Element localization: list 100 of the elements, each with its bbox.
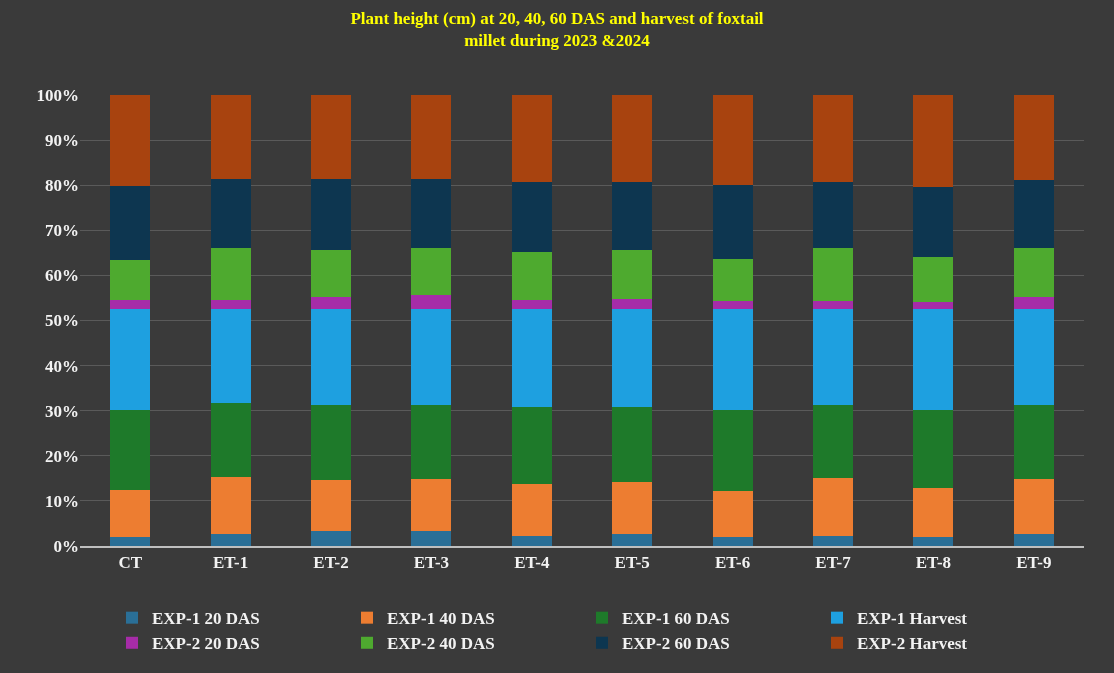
bar <box>712 537 753 546</box>
bar <box>110 536 151 546</box>
legend-label: EXP-2 Harvest <box>857 634 968 654</box>
bar <box>913 95 954 187</box>
bar <box>310 179 352 250</box>
bar <box>612 95 653 183</box>
y-tick-label: 80% <box>45 176 79 196</box>
legend-label: EXP-1 60 DAS <box>622 609 730 629</box>
bar <box>411 405 452 479</box>
bar <box>612 250 653 299</box>
bar <box>812 300 854 310</box>
bar <box>812 309 854 405</box>
bar <box>511 406 552 484</box>
bar <box>712 309 753 411</box>
x-tick-label: ET-4 <box>514 553 550 573</box>
bar <box>812 182 854 249</box>
legend-label: EXP-2 40 DAS <box>387 634 495 654</box>
x-tick-label: ET-6 <box>714 553 751 573</box>
bar <box>310 95 352 180</box>
legend-label: EXP-1 Harvest <box>857 609 968 629</box>
bar <box>110 300 151 309</box>
bar <box>712 300 753 310</box>
bar <box>411 531 452 546</box>
x-tick-label: ET-9 <box>1016 553 1052 573</box>
y-tick-label: 0% <box>53 536 79 556</box>
bar <box>511 536 552 546</box>
bar <box>712 490 753 538</box>
chart-title: Plant height (cm) at 20, 40, 60 DAS and harvest of foxtail millet during 2023 &2024 <box>350 8 764 50</box>
bar <box>812 404 854 479</box>
bar <box>511 182 552 252</box>
bar <box>712 185 753 260</box>
bar <box>210 300 251 309</box>
bar <box>913 302 954 310</box>
bar <box>913 410 954 489</box>
y-tick-label: 20% <box>45 446 79 466</box>
bar <box>612 481 653 534</box>
bar <box>1013 179 1054 249</box>
bar <box>712 259 753 301</box>
bar <box>110 308 151 410</box>
bar <box>1013 479 1054 534</box>
bar <box>411 247 452 296</box>
bar <box>310 531 352 546</box>
y-tick-label: 100% <box>36 85 79 105</box>
bar <box>411 308 452 406</box>
bar <box>511 95 552 183</box>
legend-label: EXP-1 20 DAS <box>152 609 260 629</box>
y-tick-label: 10% <box>45 491 79 511</box>
bar <box>612 309 653 407</box>
bar <box>411 95 452 180</box>
bar <box>812 536 854 546</box>
bar <box>913 537 954 546</box>
bar <box>712 410 753 491</box>
bar <box>712 95 753 186</box>
bar <box>1013 248 1054 297</box>
bar <box>612 298 653 310</box>
bar <box>612 406 653 482</box>
bar <box>1013 296 1054 310</box>
y-tick-label: 50% <box>45 311 79 331</box>
legend-label: EXP-1 40 DAS <box>387 609 495 629</box>
bar <box>110 409 151 491</box>
x-tick-label: ET-5 <box>614 553 650 573</box>
bar <box>612 533 653 546</box>
bar <box>210 403 251 477</box>
bar <box>511 251 552 300</box>
x-tick-label: ET-2 <box>313 553 349 573</box>
bar <box>210 95 251 180</box>
bar <box>913 488 954 538</box>
bar <box>310 480 352 532</box>
bar <box>913 187 954 258</box>
x-tick-label: CT <box>118 553 143 573</box>
bar <box>511 483 552 537</box>
x-tick-label: ET-3 <box>413 553 450 573</box>
bar <box>1013 95 1054 180</box>
y-tick-label: 70% <box>45 221 79 241</box>
bar <box>210 179 251 248</box>
bar <box>210 534 251 546</box>
bar <box>1013 309 1054 405</box>
bar <box>411 295 452 309</box>
bar <box>812 248 854 301</box>
bar <box>110 490 151 537</box>
bar <box>1013 533 1054 546</box>
bar <box>913 309 954 411</box>
bar <box>110 95 151 187</box>
bar <box>411 478 452 532</box>
bar <box>110 259 151 301</box>
legend-label: EXP-2 20 DAS <box>152 634 260 654</box>
x-tick-label: ET-7 <box>815 553 852 573</box>
bar <box>812 95 854 183</box>
bar <box>511 299 552 310</box>
y-tick-label: 40% <box>45 356 79 376</box>
bar <box>210 476 251 535</box>
bar <box>110 186 151 260</box>
bar <box>1013 404 1054 480</box>
legend-label: EXP-2 60 DAS <box>622 634 730 654</box>
bar <box>310 405 352 481</box>
bar <box>210 308 251 404</box>
bar <box>310 249 352 297</box>
bar <box>411 179 452 248</box>
x-tick-label: ET-8 <box>915 553 952 573</box>
bar <box>310 296 352 309</box>
